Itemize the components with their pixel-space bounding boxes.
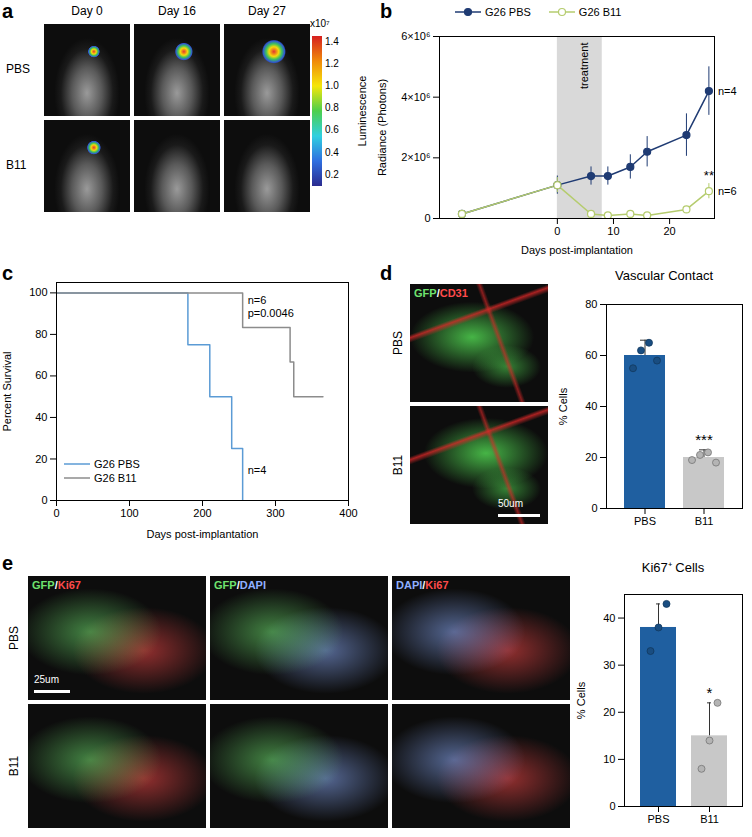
svg-text:*: * bbox=[707, 684, 713, 701]
html-text:PBS: PBS bbox=[7, 626, 21, 650]
html-text:Ki67⁺ Cells: Ki67⁺ Cells bbox=[641, 560, 705, 575]
html-text:Day 16: Day 16 bbox=[158, 4, 196, 18]
svg-text:6×10⁶: 6×10⁶ bbox=[401, 30, 430, 42]
html-text:d: d bbox=[380, 262, 393, 284]
html-text:B11: B11 bbox=[7, 755, 21, 777]
svg-text:n=6: n=6 bbox=[718, 185, 737, 197]
svg-text:30: 30 bbox=[603, 659, 615, 671]
svg-text:80: 80 bbox=[585, 298, 597, 310]
svg-text:40: 40 bbox=[35, 411, 47, 423]
svg-text:200: 200 bbox=[193, 507, 211, 519]
svg-text:40: 40 bbox=[603, 612, 615, 624]
html-text:GFP / Ki67: GFP / Ki67 bbox=[32, 579, 81, 591]
html-text:25um: 25um bbox=[34, 674, 59, 685]
svg-text:n=4: n=4 bbox=[248, 464, 267, 476]
svg-text:60: 60 bbox=[585, 349, 597, 361]
html-text:e: e bbox=[2, 552, 14, 574]
html-text:b: b bbox=[380, 0, 393, 22]
svg-text:40: 40 bbox=[585, 400, 597, 412]
html-text:Luminescence: Luminescence bbox=[356, 75, 368, 147]
svg-text:treatment: treatment bbox=[578, 43, 590, 89]
html-text:G26 B11: G26 B11 bbox=[578, 6, 622, 18]
html-text:x10⁷: x10⁷ bbox=[310, 18, 330, 29]
html-text:G26 PBS: G26 PBS bbox=[485, 6, 531, 18]
html-text:0.6: 0.6 bbox=[325, 124, 339, 136]
svg-text:0: 0 bbox=[554, 225, 560, 237]
svg-text:B11: B11 bbox=[700, 813, 719, 825]
svg-text:Days post-implantation: Days post-implantation bbox=[147, 528, 259, 540]
svg-text:Days post-implantation: Days post-implantation bbox=[521, 244, 633, 256]
svg-text:20: 20 bbox=[663, 225, 675, 237]
svg-text:10: 10 bbox=[607, 225, 619, 237]
svg-text:2×10⁶: 2×10⁶ bbox=[401, 151, 430, 163]
svg-text:PBS: PBS bbox=[634, 515, 656, 527]
svg-text:% Cells: % Cells bbox=[575, 681, 587, 719]
svg-text:0: 0 bbox=[424, 212, 430, 224]
svg-text:0: 0 bbox=[609, 800, 615, 812]
svg-text:400: 400 bbox=[339, 507, 357, 519]
svg-text:80: 80 bbox=[35, 328, 47, 340]
svg-text:Radiance (Photons): Radiance (Photons) bbox=[376, 79, 388, 176]
html-text:50um: 50um bbox=[498, 498, 523, 509]
svg-text:0: 0 bbox=[53, 507, 59, 519]
html-text:DAPI / Ki67: DAPI / Ki67 bbox=[396, 579, 449, 591]
html-text:1.2: 1.2 bbox=[325, 57, 339, 69]
html-text:a: a bbox=[2, 0, 14, 22]
svg-text:100: 100 bbox=[29, 286, 47, 298]
html-text:G26 B11: G26 B11 bbox=[94, 472, 137, 484]
html-text:0.8: 0.8 bbox=[325, 102, 339, 114]
svg-text:20: 20 bbox=[585, 451, 597, 463]
html-text:B11: B11 bbox=[391, 454, 405, 476]
html-text:PBS: PBS bbox=[391, 331, 405, 355]
html-text:GFP / CD31: GFP / CD31 bbox=[414, 287, 468, 299]
svg-text:20: 20 bbox=[603, 706, 615, 718]
html-text:Day 0: Day 0 bbox=[71, 4, 103, 18]
html-text:GFP / DAPI: GFP / DAPI bbox=[214, 579, 266, 591]
html-text:Vascular Contact: Vascular Contact bbox=[615, 268, 713, 283]
svg-text:60: 60 bbox=[35, 369, 47, 381]
svg-text:n=4: n=4 bbox=[718, 85, 737, 97]
html-text:B11: B11 bbox=[6, 158, 27, 172]
html-text:1.4: 1.4 bbox=[325, 35, 339, 47]
svg-text:PBS: PBS bbox=[647, 813, 669, 825]
svg-text:n=6: n=6 bbox=[248, 294, 267, 306]
svg-text:B11: B11 bbox=[695, 515, 714, 527]
svg-text:0: 0 bbox=[41, 494, 47, 506]
svg-text:Percent Survival: Percent Survival bbox=[1, 351, 13, 431]
svg-text:300: 300 bbox=[266, 507, 284, 519]
svg-text:p=0.0046: p=0.0046 bbox=[248, 307, 294, 319]
html-text:PBS: PBS bbox=[6, 62, 30, 76]
html-text:c: c bbox=[2, 262, 14, 284]
html-text:Day 27: Day 27 bbox=[248, 4, 286, 18]
html-text:0.4: 0.4 bbox=[325, 146, 339, 158]
html-text:1.0: 1.0 bbox=[325, 80, 339, 91]
svg-text:% Cells: % Cells bbox=[557, 387, 569, 425]
svg-text:***: *** bbox=[695, 431, 713, 448]
html-text:0.2: 0.2 bbox=[325, 168, 339, 180]
svg-text:100: 100 bbox=[120, 507, 138, 519]
svg-text:10: 10 bbox=[603, 753, 615, 765]
html-text:G26 PBS: G26 PBS bbox=[94, 458, 140, 470]
svg-text:0: 0 bbox=[591, 502, 597, 514]
svg-text:**: ** bbox=[704, 168, 714, 183]
svg-text:20: 20 bbox=[35, 452, 47, 464]
svg-text:4×10⁶: 4×10⁶ bbox=[401, 91, 430, 103]
